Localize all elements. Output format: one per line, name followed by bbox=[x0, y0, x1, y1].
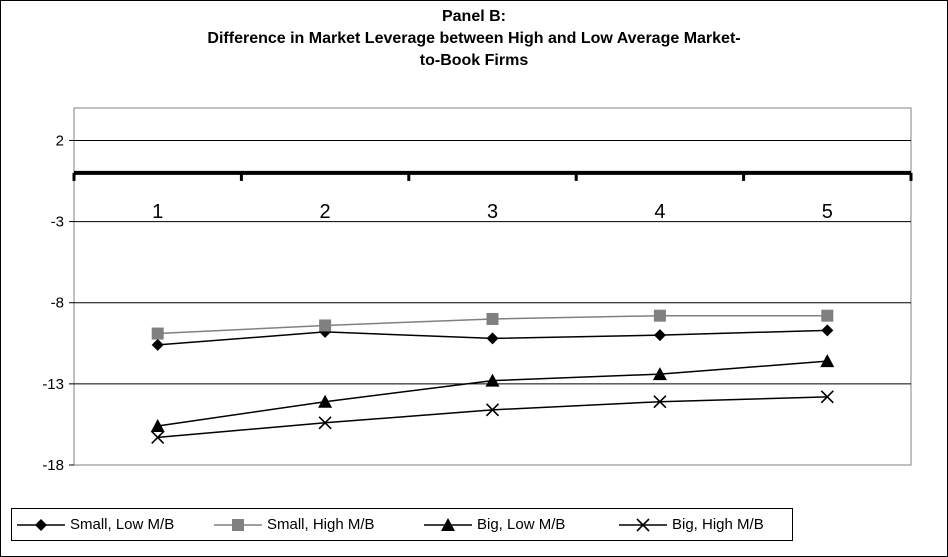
chart-title: Panel B: Difference in Market Leverage b… bbox=[0, 6, 948, 72]
legend-marker bbox=[441, 517, 455, 531]
data-point bbox=[319, 319, 332, 332]
data-point bbox=[318, 416, 332, 430]
data-point bbox=[151, 430, 165, 444]
x-tick-label: 1 bbox=[152, 201, 163, 223]
data-point bbox=[821, 324, 834, 337]
x-tick-label: 3 bbox=[487, 201, 498, 223]
data-point bbox=[652, 367, 667, 381]
y-tick-label: -3 bbox=[51, 214, 64, 231]
legend-label: Small, Low M/B bbox=[70, 516, 175, 533]
data-point bbox=[486, 332, 499, 345]
legend-label: Small, High M/B bbox=[267, 516, 375, 533]
data-point bbox=[653, 329, 666, 342]
legend-swatch bbox=[214, 518, 262, 531]
data-point bbox=[151, 338, 164, 351]
legend-label: Big, Low M/B bbox=[477, 516, 566, 533]
legend-swatch bbox=[17, 518, 65, 531]
data-point bbox=[485, 403, 500, 417]
legend-marker bbox=[232, 518, 244, 531]
data-point bbox=[318, 394, 333, 408]
legend-marker bbox=[35, 518, 47, 531]
chart-title-line-2: Difference in Market Leverage between Hi… bbox=[207, 30, 741, 47]
legend-marker bbox=[636, 517, 650, 532]
series-3 bbox=[150, 354, 835, 433]
chart-legend: Small, Low M/B Small, High M/B Big, Low M/… bbox=[11, 508, 793, 541]
data-point bbox=[653, 309, 666, 322]
series-line bbox=[157, 396, 828, 439]
x-tick-label: 2 bbox=[320, 201, 331, 223]
y-tick-label: 2 bbox=[56, 132, 64, 149]
data-point bbox=[151, 327, 164, 340]
legend-item: Small, Low M/B bbox=[15, 509, 174, 540]
x-tick-label: 5 bbox=[822, 201, 833, 223]
data-point bbox=[820, 390, 834, 404]
legend-label: Big, High M/B bbox=[672, 516, 764, 533]
data-point bbox=[653, 395, 667, 409]
series-2 bbox=[151, 309, 834, 340]
chart-title-line-3: to-Book Firms bbox=[419, 52, 529, 69]
chart-title-line-1: Panel B: bbox=[441, 8, 506, 25]
data-point bbox=[486, 312, 499, 325]
data-point bbox=[150, 419, 165, 433]
data-point bbox=[820, 354, 835, 368]
x-tick-label: 4 bbox=[654, 201, 665, 223]
series-4 bbox=[151, 390, 834, 444]
legend-swatch bbox=[619, 517, 667, 532]
y-tick-label: -8 bbox=[51, 295, 64, 312]
data-point bbox=[485, 373, 500, 387]
legend-item: Small, High M/B bbox=[212, 509, 375, 540]
plot-area bbox=[73, 107, 912, 466]
legend-swatch bbox=[424, 517, 472, 531]
series-line bbox=[157, 360, 828, 427]
y-tick-label: -18 bbox=[42, 457, 64, 474]
legend-item: Big, High M/B bbox=[617, 509, 764, 540]
y-tick-label: -13 bbox=[42, 376, 64, 393]
data-point bbox=[821, 309, 834, 322]
legend-item: Big, Low M/B bbox=[422, 509, 565, 540]
